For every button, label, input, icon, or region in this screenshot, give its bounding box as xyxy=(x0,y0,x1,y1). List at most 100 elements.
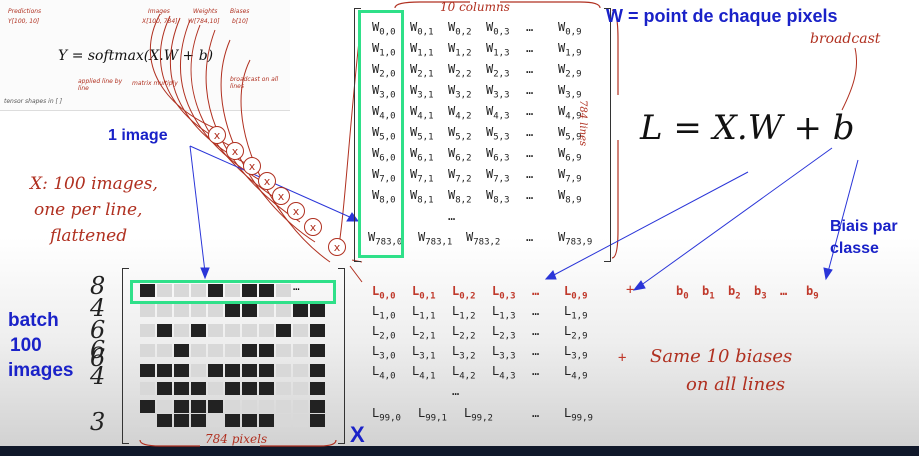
w-cell: W4,9 xyxy=(558,104,582,121)
pixel-off xyxy=(208,344,223,357)
cell-index: 0,3 xyxy=(493,27,510,38)
pixel-on xyxy=(191,324,206,337)
cell-letter: W xyxy=(466,230,474,244)
cell-index: 2 xyxy=(735,291,741,302)
arrow-x-to-l-head xyxy=(544,270,557,280)
w-cell: W8,2 xyxy=(448,188,472,205)
w-cell: … xyxy=(526,62,534,76)
cell-letter: L xyxy=(412,304,420,318)
lines-label: 784 lines xyxy=(577,100,588,147)
l-cell: L4,1 xyxy=(412,364,436,381)
cell-letter: W xyxy=(410,62,418,76)
pixel-on xyxy=(259,414,274,427)
pixel-on xyxy=(191,414,206,427)
batch-label-2: 100 xyxy=(10,335,42,356)
pixel-off xyxy=(276,400,291,413)
w-cell: W6,9 xyxy=(558,146,582,163)
inset-label-images-shape: X[100, 784] xyxy=(142,18,178,25)
cell-index: 99,2 xyxy=(471,413,493,424)
multiply-circle: x xyxy=(287,202,305,220)
l-cell: … xyxy=(532,304,540,318)
cell-index: 1,1 xyxy=(419,311,436,322)
cell-index: 99,1 xyxy=(425,413,447,424)
pixel-on xyxy=(310,324,325,337)
multiply-circle: x xyxy=(272,187,290,205)
l-cell: L2,2 xyxy=(452,324,476,341)
pixel-on xyxy=(157,324,172,337)
cell-index: 0,2 xyxy=(459,291,476,302)
l-cell: L3,2 xyxy=(452,344,476,361)
cell-index: 2,9 xyxy=(565,69,582,80)
w-cell: W5,9 xyxy=(558,125,582,142)
digit-label: 6 xyxy=(90,316,106,344)
w-cell: W5,3 xyxy=(486,125,510,142)
cell-index: 4,2 xyxy=(459,371,476,382)
pixel-off xyxy=(140,344,155,357)
l-cell: … xyxy=(452,384,460,398)
cell-letter: W xyxy=(410,125,418,139)
arc-9 xyxy=(337,31,361,253)
cell-letter: L xyxy=(564,406,572,420)
pixel-off xyxy=(157,304,172,317)
cell-index: 8,0 xyxy=(379,195,396,206)
cell-index: 1,9 xyxy=(565,48,582,59)
pixel-off xyxy=(225,400,240,413)
w-cell: W6,3 xyxy=(486,146,510,163)
l-cell: L0,2 xyxy=(452,284,476,301)
arrow-x-to-l xyxy=(551,171,749,277)
arc-8 xyxy=(149,13,226,133)
cell-letter: L xyxy=(452,344,460,358)
cell-index: 6,0 xyxy=(379,153,396,164)
cell-letter: W xyxy=(448,83,456,97)
pixel-off xyxy=(208,304,223,317)
pixel-off xyxy=(157,344,172,357)
pixel-off xyxy=(293,414,308,427)
cell-letter: W xyxy=(448,146,456,160)
inset-label-tensor-shapes: tensor shapes in [ ] xyxy=(4,98,63,105)
pixel-on xyxy=(259,364,274,377)
cell-index: 0,0 xyxy=(379,27,396,38)
cell-index: 0,2 xyxy=(455,27,472,38)
digit-label: 6 xyxy=(90,336,106,364)
cell-letter: L xyxy=(412,284,420,298)
pixel-off xyxy=(157,400,172,413)
cell-index: 3,3 xyxy=(499,351,516,362)
pixel-off xyxy=(174,324,189,337)
cell-index: 8,2 xyxy=(455,195,472,206)
cell-index: 8,1 xyxy=(417,195,434,206)
cell-index: 4,3 xyxy=(493,111,510,122)
w-cell: W7,3 xyxy=(486,167,510,184)
w-cell: W1,2 xyxy=(448,41,472,58)
cell-index: 1,2 xyxy=(455,48,472,59)
pixel-off xyxy=(140,414,155,427)
cell-letter: W xyxy=(486,167,494,181)
w-cell: … xyxy=(526,146,534,160)
cell-letter: W xyxy=(418,230,426,244)
x-first-row-highlight xyxy=(130,280,336,304)
w-matrix: W0,0 W0,1 W0,2 W0,3… W0,9 W1,0 W1,1 W1,2 W1,3… W1… xyxy=(368,12,598,260)
w-cell: W1,0 xyxy=(372,41,396,58)
bias-vector: b0 b1 b2 b3… b9 xyxy=(676,284,846,304)
plus-sign-2: + xyxy=(618,350,627,366)
l-cell: L4,3 xyxy=(492,364,516,381)
w-cell: W0,1 xyxy=(410,20,434,37)
cell-letter: L xyxy=(492,344,500,358)
w-cell: W6,2 xyxy=(448,146,472,163)
inset-label-broadcast-all: broadcast on all lines xyxy=(230,76,279,90)
pixel-on xyxy=(174,344,189,357)
cell-index: 1,2 xyxy=(459,311,476,322)
w-cell: W6,0 xyxy=(372,146,396,163)
cell-letter: W xyxy=(558,62,566,76)
pixel-off xyxy=(242,324,257,337)
cell-letter: L xyxy=(418,406,426,420)
pixel-on xyxy=(174,382,189,395)
inset-label-biases-shape: b[10] xyxy=(232,18,249,25)
cell-index: 5,0 xyxy=(379,132,396,143)
multiply-circle: x xyxy=(304,218,322,236)
l-cell: L0,0 xyxy=(372,284,396,301)
w-cell: W2,3 xyxy=(486,62,510,79)
pixel-off xyxy=(208,324,223,337)
w-cell: W2,0 xyxy=(372,62,396,79)
cell-letter: b xyxy=(754,284,762,298)
cell-letter: W xyxy=(410,104,418,118)
